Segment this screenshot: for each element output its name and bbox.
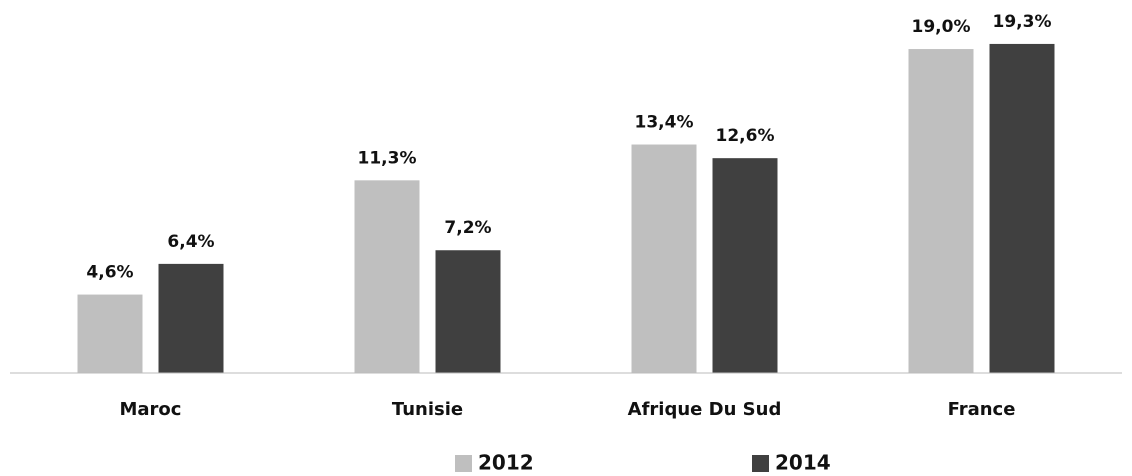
x-tick-label: Maroc <box>120 399 182 420</box>
bar <box>631 144 697 373</box>
data-label: 7,2% <box>444 218 491 238</box>
bar <box>908 49 974 374</box>
legend-label: 2014 <box>775 451 831 475</box>
bar <box>77 294 143 373</box>
x-tick-label: Tunisie <box>392 399 463 420</box>
legend-swatch <box>455 455 472 472</box>
data-label: 13,4% <box>635 113 694 133</box>
data-label: 6,4% <box>167 232 214 252</box>
bar <box>158 263 224 373</box>
bar <box>712 158 778 373</box>
data-label: 11,3% <box>358 148 417 168</box>
x-tick-label: France <box>948 399 1016 420</box>
data-label: 4,6% <box>86 263 133 283</box>
legend-swatch <box>752 455 769 472</box>
data-label: 12,6% <box>716 126 775 146</box>
legend-label: 2012 <box>478 451 534 475</box>
data-label: 19,3% <box>993 12 1052 32</box>
x-tick-label: Afrique Du Sud <box>628 399 782 420</box>
bar <box>435 250 501 373</box>
bar <box>989 43 1055 374</box>
bar <box>354 180 420 373</box>
data-label: 19,0% <box>912 17 971 37</box>
